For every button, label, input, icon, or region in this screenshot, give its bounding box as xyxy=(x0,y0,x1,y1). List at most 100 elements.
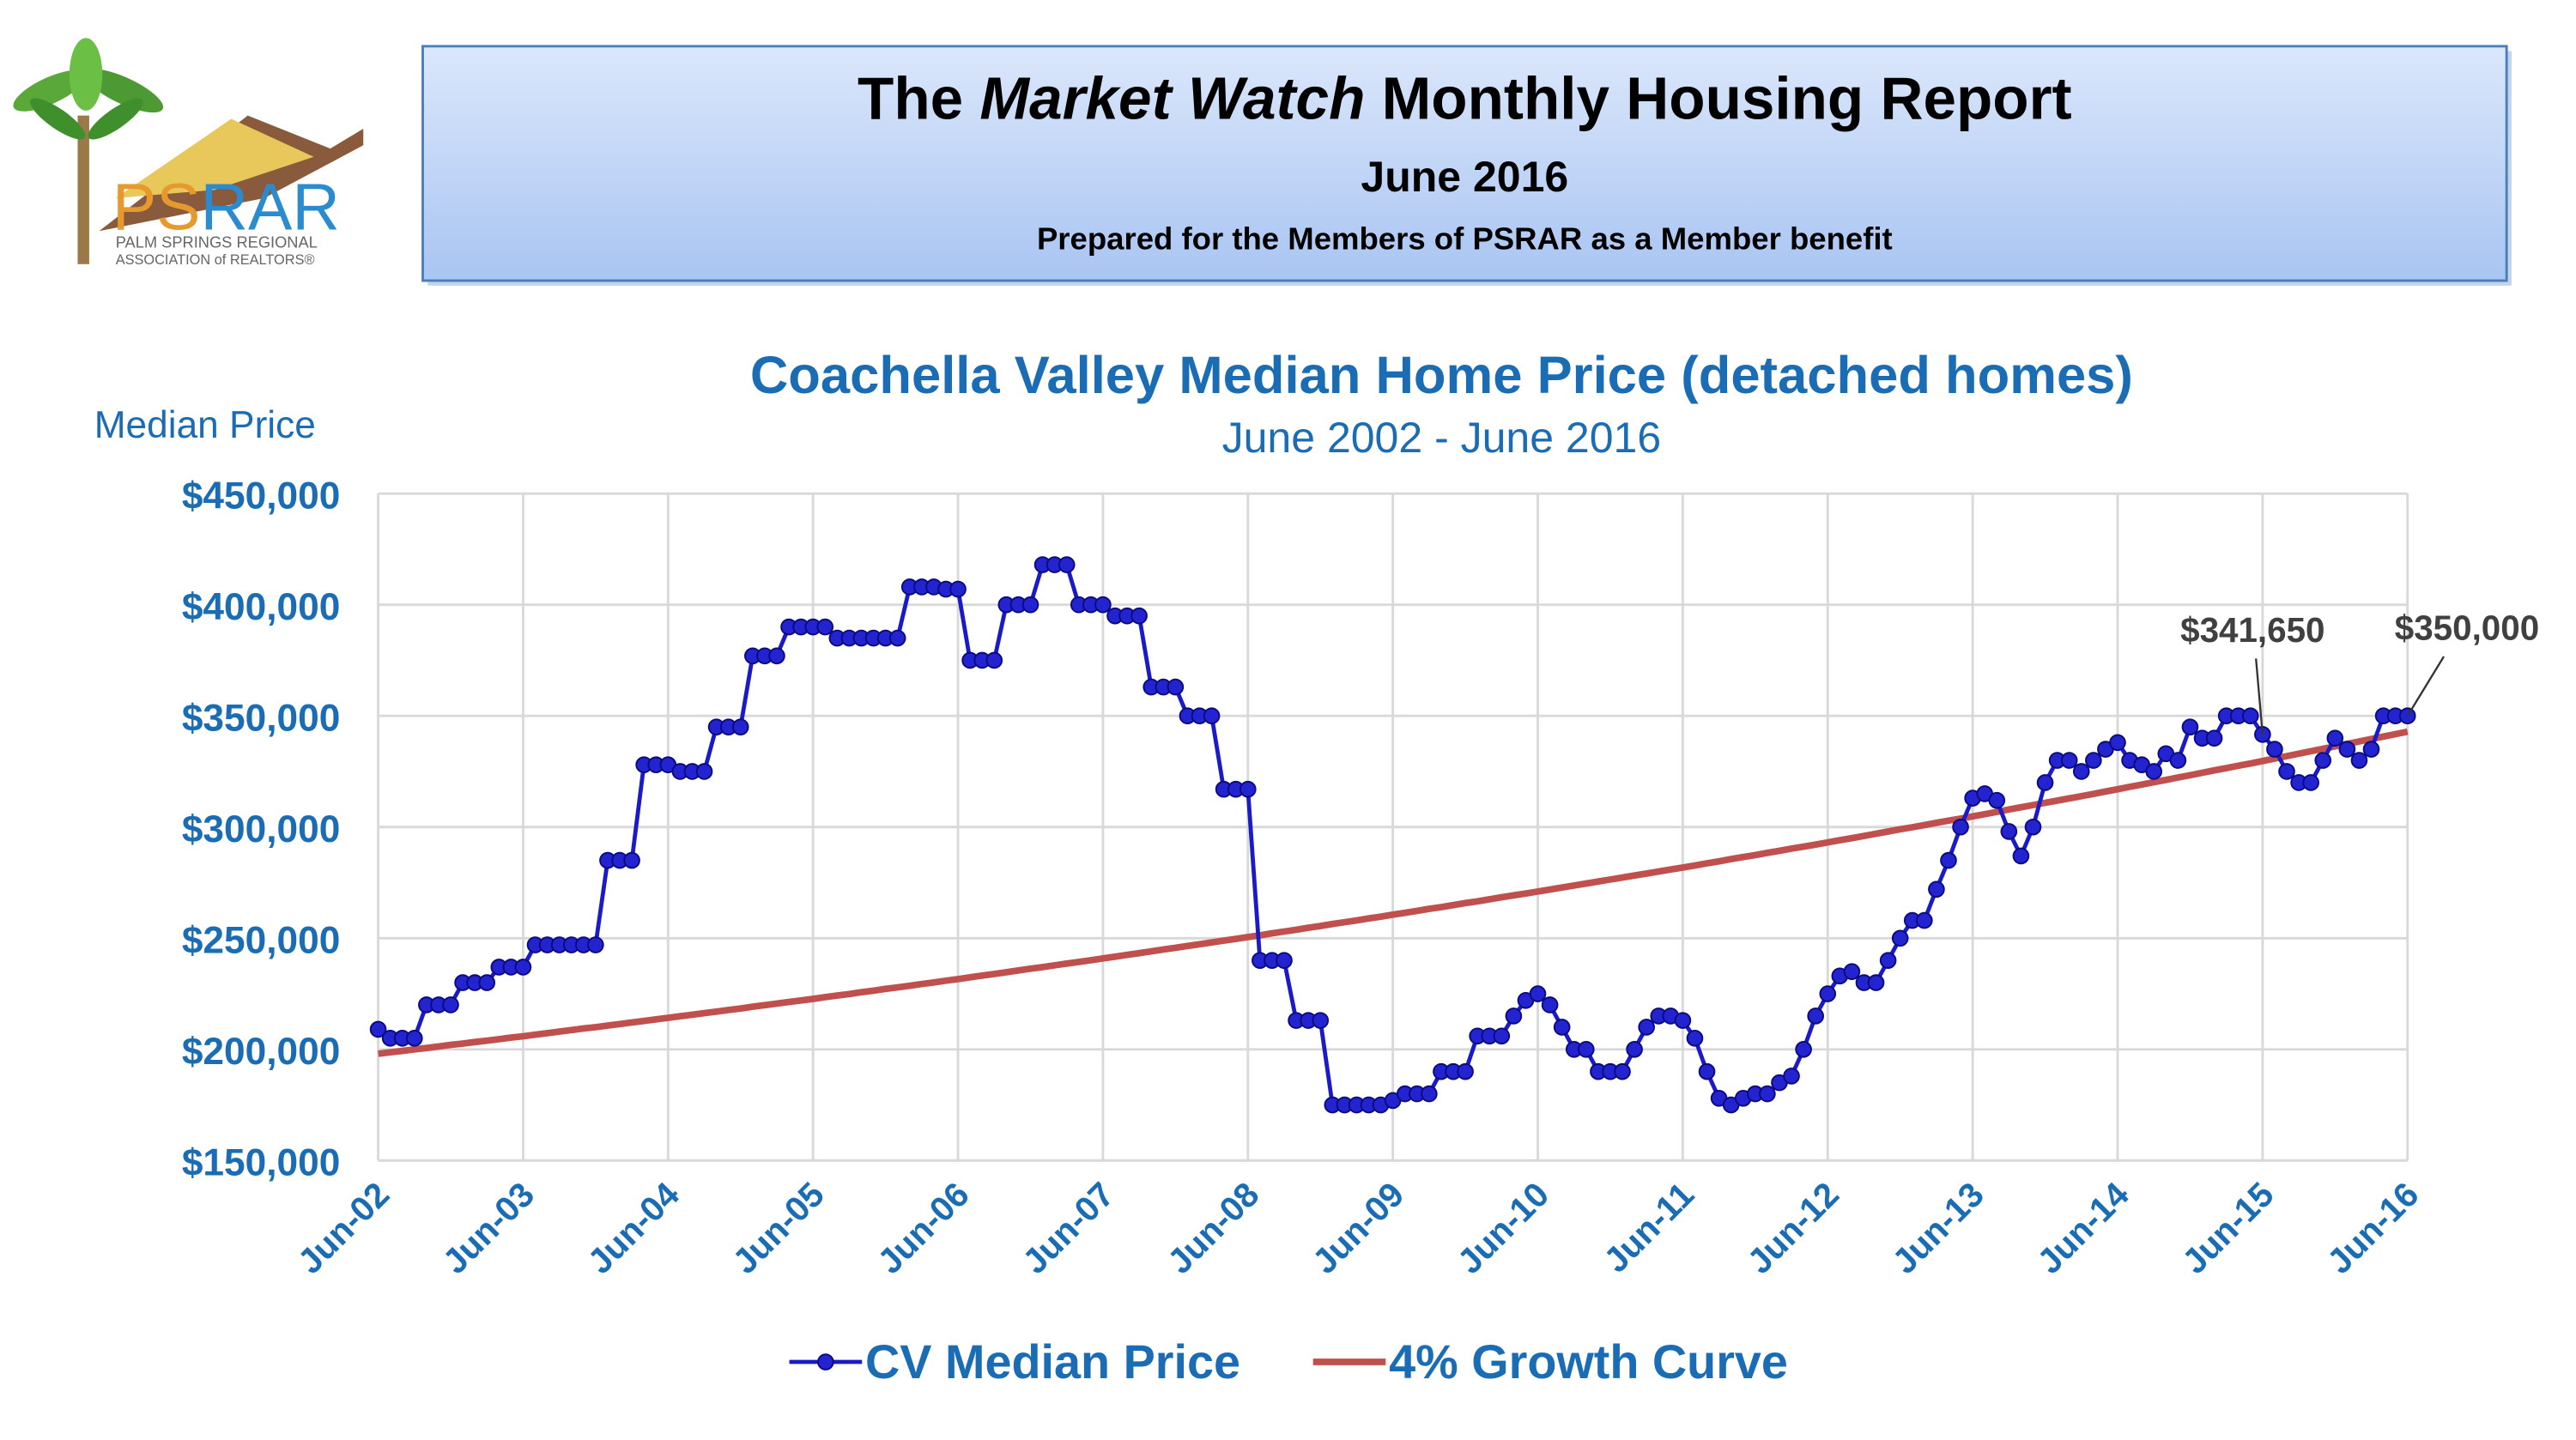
data-point xyxy=(1916,911,1933,929)
data-point xyxy=(2145,763,2163,780)
logo-sun-hill xyxy=(115,118,314,198)
x-tick-label: Jun-15 xyxy=(2174,1174,2282,1281)
data-point xyxy=(1239,780,1257,798)
legend-item: CV Median Price xyxy=(789,1335,1240,1389)
data-point xyxy=(1493,1027,1511,1045)
data-point xyxy=(1759,1085,1776,1103)
data-point xyxy=(1843,963,1861,980)
header: The Market Watch Monthly Housing Report … xyxy=(421,45,2512,286)
data-point xyxy=(1578,1040,1595,1058)
header-title: The Market Watch Monthly Housing Report xyxy=(858,65,2072,132)
legend-marker xyxy=(817,1353,834,1370)
data-point xyxy=(1795,1040,1812,1058)
title-part: The xyxy=(858,65,979,132)
x-tick-label: Jun-07 xyxy=(1015,1174,1122,1281)
data-point xyxy=(2181,718,2199,735)
header-subtitle: Prepared for the Members of PSRAR as a M… xyxy=(1037,221,1893,256)
data-point xyxy=(623,851,640,869)
logo-leaf xyxy=(69,38,103,111)
data-point xyxy=(1167,678,1185,696)
logo-line: ASSOCIATION of REALTORS® xyxy=(116,252,315,268)
data-point xyxy=(949,580,967,598)
data-point xyxy=(2072,763,2090,780)
y-tick-label: $350,000 xyxy=(182,698,340,740)
x-tick-label: Jun-05 xyxy=(724,1174,832,1281)
data-point xyxy=(1203,707,1221,725)
title-part: Market Watch xyxy=(979,65,1365,132)
data-point xyxy=(888,629,906,647)
data-point xyxy=(442,996,459,1013)
legend-item: 4% Growth Curve xyxy=(1312,1335,1788,1389)
data-point xyxy=(2085,752,2102,769)
logo-line: PALM SPRINGS REGIONAL xyxy=(116,233,318,251)
x-tick-label: Jun-14 xyxy=(2029,1174,2137,1281)
y-tick-label: $450,000 xyxy=(182,475,340,517)
data-label: $350,000 xyxy=(2395,608,2539,648)
plot: $150,000 $200,000 $250,000 $300,000 $350,000… xyxy=(182,475,2539,1389)
chart-title: Coachella Valley Median Home Price (deta… xyxy=(750,346,2133,405)
logo-leaf xyxy=(88,98,143,140)
data-point xyxy=(1505,1007,1523,1025)
data-point xyxy=(1988,791,2006,809)
data-point xyxy=(2036,774,2054,791)
legend-label: 4% Growth Curve xyxy=(1389,1335,1788,1389)
data-point xyxy=(2338,741,2356,758)
title-part: Monthly Housing Report xyxy=(1365,65,2071,132)
x-tick-label: Jun-11 xyxy=(1596,1174,1701,1280)
data-point xyxy=(1928,880,1945,898)
data-point xyxy=(1807,1007,1824,1025)
data-point xyxy=(1626,1040,1643,1058)
x-tick-label: Jun-04 xyxy=(580,1174,688,1281)
data-point xyxy=(768,647,785,665)
data-point xyxy=(1940,851,1957,869)
chart-subtitle: June 2002 - June 2016 xyxy=(1222,414,1662,462)
x-tick-label: Jun-02 xyxy=(290,1174,397,1281)
x-tick-label: Jun-12 xyxy=(1739,1174,1846,1281)
data-point xyxy=(1819,985,1837,1002)
x-tick-label: Jun-10 xyxy=(1450,1174,1557,1281)
data-point xyxy=(587,936,604,953)
logo-trunk xyxy=(77,115,89,264)
data-point xyxy=(816,618,834,636)
data-point xyxy=(2278,763,2295,780)
header-date: June 2016 xyxy=(1361,153,1568,201)
y-tick-label: $200,000 xyxy=(182,1031,340,1073)
logo: PSRAR PALM SPRINGS REGIONAL ASSOCIATION … xyxy=(13,38,364,268)
logo-text-rar: RAR xyxy=(201,170,340,244)
data-point xyxy=(1094,596,1112,614)
data-point xyxy=(1686,1030,1704,1047)
data-point xyxy=(1312,1012,1330,1029)
data-point xyxy=(2109,734,2126,752)
data-point xyxy=(2241,707,2259,725)
data-point xyxy=(1553,1019,1571,1036)
data-point xyxy=(2266,741,2283,758)
data-point xyxy=(695,763,713,780)
y-tick-label: $250,000 xyxy=(182,920,340,962)
data-point xyxy=(1867,974,1885,991)
data-point xyxy=(2302,774,2319,791)
x-tick-label: Jun-09 xyxy=(1305,1174,1412,1281)
logo-text: PSRAR xyxy=(112,170,340,244)
data-point xyxy=(2060,752,2078,769)
header-box xyxy=(421,45,2508,282)
logo-leaf xyxy=(84,69,164,113)
data-point xyxy=(1421,1085,1438,1103)
x-tick-label: Jun-16 xyxy=(2319,1174,2427,1281)
data-label: $341,650 xyxy=(2180,610,2324,650)
leader-line xyxy=(2255,658,2264,735)
data-point xyxy=(985,651,1003,669)
data-point xyxy=(1674,1012,1692,1029)
x-tick-label: Jun-08 xyxy=(1160,1174,1267,1281)
data-point xyxy=(1638,1019,1655,1036)
y-tick-label: $400,000 xyxy=(182,586,340,628)
data-point xyxy=(2314,752,2332,769)
y-tick-label: $300,000 xyxy=(182,808,340,850)
y-axis-label: Median Price xyxy=(94,404,316,446)
leader-line xyxy=(2406,656,2446,717)
data-point xyxy=(1698,1062,1716,1080)
x-tick-label: Jun-03 xyxy=(435,1174,542,1281)
data-point xyxy=(1614,1062,1631,1080)
data-point xyxy=(1457,1062,1474,1080)
